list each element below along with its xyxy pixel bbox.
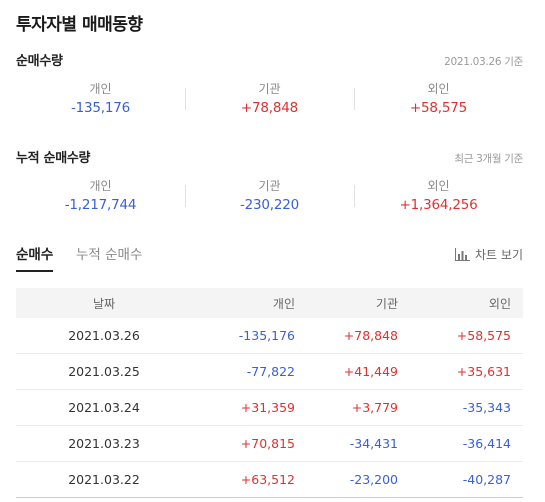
cell-foreign: +35,631: [456, 364, 511, 379]
cell-foreign: +58,575: [456, 328, 511, 343]
stat-value: -230,220: [239, 197, 300, 213]
cell-individual: +70,815: [240, 436, 295, 451]
tab-net-buy[interactable]: 순매수: [16, 244, 54, 272]
table-body: 2021.03.26 -135,176 +78,848 +58,575 2021.03.…: [16, 318, 523, 498]
cell-date: 2021.03.26: [68, 328, 140, 343]
cell-individual: +63,512: [240, 472, 295, 487]
stat-value: +58,575: [409, 100, 468, 116]
tab-cumulative-net-buy[interactable]: 누적 순매수: [76, 247, 143, 263]
table-row: 2021.03.25 -77,822 +41,449 +35,631: [16, 354, 523, 390]
cell-institution: -34,431: [349, 436, 398, 451]
stat-label: 외인: [427, 82, 450, 96]
table-row: 2021.03.23 +70,815 -34,431 -36,414: [16, 426, 523, 462]
stat-label: 기관: [258, 82, 281, 96]
header-foreign: 외인: [488, 296, 511, 311]
cell-individual: -135,176: [238, 328, 295, 343]
net-buy-date: 2021.03.26 기준: [444, 56, 523, 68]
tab-bar: 순매수 누적 순매수 차트 보기: [16, 244, 523, 274]
cell-foreign: -36,414: [462, 436, 511, 451]
stat-label: 개인: [89, 82, 112, 96]
cell-institution: +41,449: [343, 364, 398, 379]
table-header: 날짜 개인 기관 외인: [16, 288, 523, 318]
page-title: 투자자별 매매동향: [16, 15, 143, 35]
cell-foreign: -40,287: [462, 472, 511, 487]
cell-date: 2021.03.24: [68, 400, 140, 415]
net-buy-title: 순매수량: [16, 54, 63, 69]
net-buy-individual: 개인 -135,176: [16, 80, 185, 118]
bar-chart-icon: [455, 248, 471, 261]
cell-foreign: -35,343: [462, 400, 511, 415]
view-chart-button[interactable]: 차트 보기: [455, 246, 523, 263]
cell-institution: -23,200: [349, 472, 398, 487]
cumulative-header: 누적 순매수량 최근 3개월 기준: [16, 147, 523, 166]
stat-value: -135,176: [70, 100, 131, 116]
cumulative-stats: 개인 -1,217,744 기관 -230,220 외인 +1,364,256: [16, 177, 523, 215]
table-row: 2021.03.22 +63,512 -23,200 -40,287: [16, 462, 523, 498]
stat-value: +1,364,256: [399, 197, 478, 213]
stat-label: 기관: [258, 179, 281, 193]
cell-individual: +31,359: [240, 400, 295, 415]
cell-individual: -77,822: [246, 364, 295, 379]
net-buy-stats: 개인 -135,176 기관 +78,848 외인 +58,575: [16, 80, 523, 118]
cell-date: 2021.03.22: [68, 472, 140, 487]
cumulative-date: 최근 3개월 기준: [454, 153, 523, 165]
cumulative-title: 누적 순매수량: [16, 151, 91, 166]
view-chart-label: 차트 보기: [475, 248, 523, 262]
cell-date: 2021.03.23: [68, 436, 140, 451]
cumulative-foreign: 외인 +1,364,256: [354, 177, 523, 215]
net-buy-institution: 기관 +78,848: [185, 80, 354, 118]
header-individual: 개인: [272, 296, 295, 311]
cell-institution: +3,779: [351, 400, 398, 415]
header-date: 날짜: [92, 296, 116, 311]
cumulative-individual: 개인 -1,217,744: [16, 177, 185, 215]
stat-label: 개인: [89, 179, 112, 193]
header-institution: 기관: [375, 296, 398, 311]
cumulative-institution: 기관 -230,220: [185, 177, 354, 215]
table-row: 2021.03.26 -135,176 +78,848 +58,575: [16, 318, 523, 354]
net-buy-foreign: 외인 +58,575: [354, 80, 523, 118]
stat-value: +78,848: [240, 100, 299, 116]
cell-date: 2021.03.25: [68, 364, 140, 379]
table-row: 2021.03.24 +31,359 +3,779 -35,343: [16, 390, 523, 426]
stat-label: 외인: [427, 179, 450, 193]
cell-institution: +78,848: [343, 328, 398, 343]
stat-value: -1,217,744: [64, 197, 137, 213]
net-buy-header: 순매수량 2021.03.26 기준: [16, 50, 523, 69]
investor-trade-table: 날짜 개인 기관 외인 2021.03.26 -135,176 +78,848 +58…: [16, 288, 523, 498]
